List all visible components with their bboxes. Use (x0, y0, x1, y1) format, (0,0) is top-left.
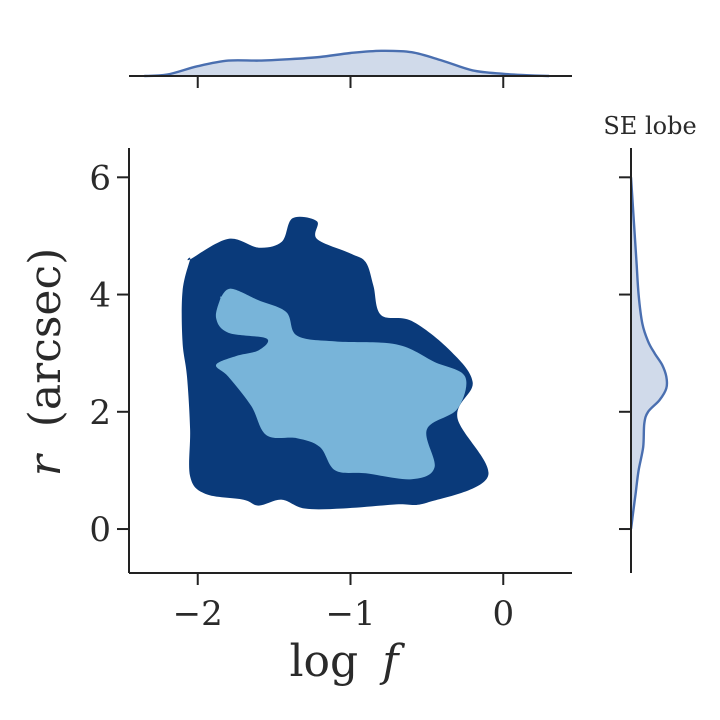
top-kde-fill (144, 50, 550, 76)
top-kde-line (144, 49, 550, 78)
y-tick-label: 0 (89, 510, 111, 550)
right-marginal-density (619, 148, 669, 573)
y-tick-label: 6 (89, 158, 111, 198)
contour-inner-level (215, 288, 467, 480)
y-axis-label-unit: (arcsec) (20, 248, 71, 428)
x-axis-label-log: log (289, 636, 358, 687)
y-tick-label: 2 (89, 393, 111, 433)
lobe-annotation: SE lobe (603, 112, 696, 140)
x-tick-label: 0 (492, 594, 514, 634)
y-tick-label: 4 (89, 276, 111, 316)
main-y-ticks: 0 2 4 6 (89, 158, 129, 550)
main-plot-area: −2 −1 0 0 2 4 6 (89, 148, 572, 634)
x-tick-label: −2 (173, 594, 223, 634)
top-marginal-density (129, 49, 572, 88)
x-tick-label: −1 (325, 594, 375, 634)
x-axis-label-var: f (379, 636, 405, 687)
y-axis-label-var: r (20, 452, 71, 476)
top-marginal-ticks (196, 76, 505, 88)
main-x-ticks: −2 −1 0 (173, 573, 514, 634)
right-kde-line (629, 177, 669, 530)
right-kde-fill (631, 177, 668, 530)
x-axis-label: log f (289, 636, 405, 687)
y-axis-label: r (arcsec) (20, 248, 71, 477)
right-marginal-ticks (619, 176, 631, 531)
